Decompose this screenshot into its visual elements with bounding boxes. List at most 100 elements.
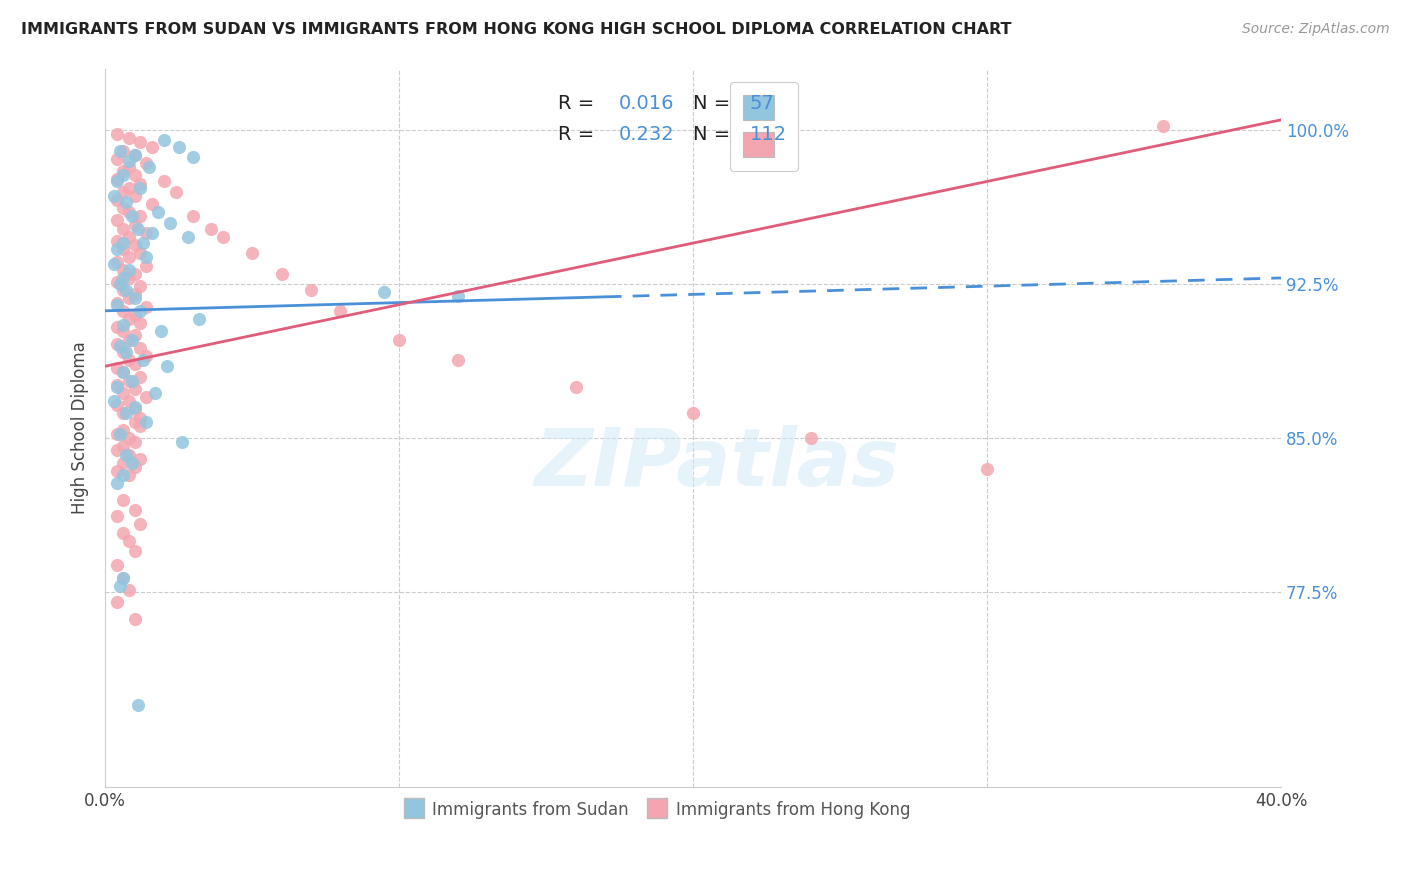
Point <box>108 144 131 158</box>
Text: 0.016: 0.016 <box>619 94 675 112</box>
Point <box>118 431 141 445</box>
Point <box>146 205 169 219</box>
Point <box>114 448 136 462</box>
Point <box>132 353 155 368</box>
Point <box>111 283 134 297</box>
Point <box>132 235 155 250</box>
Point <box>103 394 125 409</box>
Point <box>211 230 233 244</box>
Point <box>111 525 134 540</box>
Point <box>105 127 128 141</box>
Point <box>105 398 128 412</box>
Point <box>118 251 141 265</box>
Point <box>124 402 146 417</box>
Point <box>129 517 152 532</box>
Point <box>124 459 146 474</box>
Point <box>800 431 823 445</box>
Point <box>124 292 146 306</box>
Point <box>121 374 143 388</box>
Point <box>111 201 134 215</box>
Point <box>105 298 128 312</box>
Text: N =: N = <box>693 125 737 145</box>
Point <box>124 435 146 450</box>
Point <box>118 353 141 368</box>
Point <box>138 160 160 174</box>
Point <box>105 595 128 609</box>
Point <box>105 172 128 186</box>
Point <box>108 339 131 353</box>
Point <box>105 234 128 248</box>
Text: 0.232: 0.232 <box>619 125 675 145</box>
Point <box>135 349 157 363</box>
Point <box>111 439 134 453</box>
Point <box>121 456 143 470</box>
Point <box>118 160 141 174</box>
Point <box>118 394 141 409</box>
Text: Source: ZipAtlas.com: Source: ZipAtlas.com <box>1241 22 1389 37</box>
Point <box>118 468 141 483</box>
Point <box>329 303 352 318</box>
Point <box>129 246 152 260</box>
Text: 112: 112 <box>749 125 786 145</box>
Point <box>118 374 141 388</box>
Text: R =: R = <box>558 125 600 145</box>
Point <box>129 177 152 191</box>
Text: N =: N = <box>693 94 737 112</box>
Point <box>111 407 134 421</box>
Point <box>105 427 128 442</box>
Point <box>111 423 134 437</box>
Point <box>114 194 136 209</box>
Point <box>118 448 141 462</box>
Point <box>105 174 128 188</box>
Point <box>111 324 134 338</box>
Point <box>111 164 134 178</box>
Y-axis label: High School Diploma: High School Diploma <box>72 342 89 514</box>
Point <box>105 295 128 310</box>
Point <box>124 238 146 252</box>
Point <box>299 283 322 297</box>
Point <box>188 312 211 326</box>
Point <box>118 205 141 219</box>
Point <box>118 292 141 306</box>
Point <box>129 451 152 466</box>
Text: R =: R = <box>558 94 600 112</box>
Point <box>124 382 146 396</box>
Point <box>111 344 134 359</box>
Point <box>135 390 157 404</box>
Point <box>124 189 146 203</box>
Point <box>105 320 128 334</box>
Point <box>124 503 146 517</box>
Point <box>111 386 134 401</box>
Point <box>111 318 134 333</box>
Point <box>118 533 141 548</box>
Point <box>105 254 128 268</box>
Point <box>111 468 134 483</box>
Point <box>124 415 146 429</box>
Point <box>105 377 128 392</box>
Text: 57: 57 <box>749 94 775 112</box>
Point <box>111 185 134 199</box>
Point <box>105 380 128 394</box>
Point <box>143 386 166 401</box>
Point <box>124 147 146 161</box>
Point <box>118 262 141 277</box>
Point <box>124 169 146 183</box>
Point <box>447 353 470 368</box>
Point <box>114 344 136 359</box>
Point <box>105 361 128 376</box>
Point <box>108 427 131 442</box>
Point <box>111 303 134 318</box>
Point <box>170 435 193 450</box>
Point <box>124 267 146 281</box>
Point <box>129 303 152 318</box>
Point <box>118 131 141 145</box>
Point <box>118 271 141 285</box>
Point <box>124 612 146 626</box>
Point <box>111 365 134 379</box>
Point <box>127 698 149 712</box>
Point <box>135 251 157 265</box>
Point <box>127 221 149 235</box>
Point <box>105 213 128 227</box>
Point <box>129 418 152 433</box>
Point <box>183 150 205 164</box>
